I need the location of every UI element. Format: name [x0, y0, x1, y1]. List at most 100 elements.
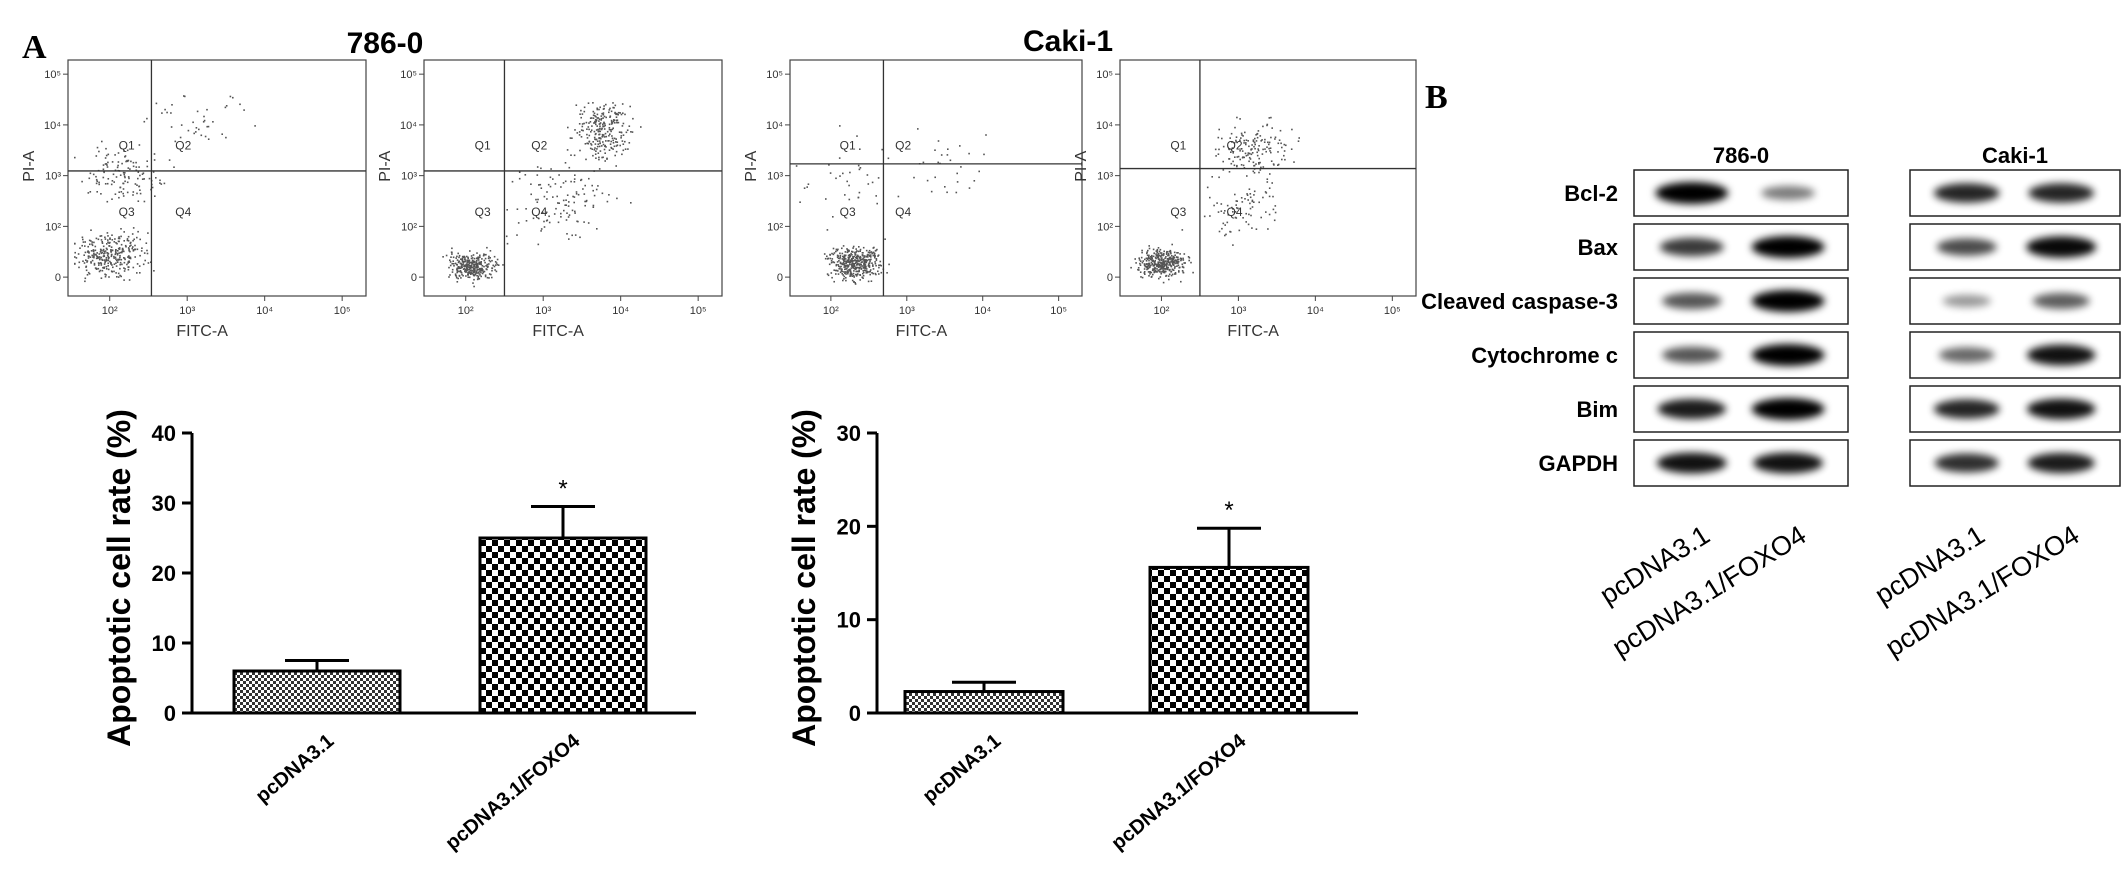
quadrant-label-q3: Q3 — [475, 205, 491, 219]
blot-band — [1933, 399, 2000, 419]
y-tick-label: 20 — [837, 514, 861, 539]
flow-x-axis-label: FITC-A — [532, 323, 584, 340]
x-tick-label: 10⁵ — [690, 305, 707, 317]
blot-band — [1942, 294, 1991, 308]
x-tick-label: 10⁴ — [612, 305, 629, 317]
blot-title: Caki-1 — [1982, 143, 2048, 168]
quadrant-label-q2: Q2 — [531, 139, 547, 153]
blot-band — [1936, 238, 1997, 256]
quadrant-label-q4: Q4 — [895, 205, 911, 219]
flow-y-axis-label: PI-A — [743, 150, 760, 181]
x-tick-label: 10² — [1153, 305, 1169, 317]
flow-x-axis-label: FITC-A — [896, 323, 948, 340]
y-tick-label: 10³ — [45, 171, 61, 183]
blot-band — [1753, 452, 1824, 474]
y-tick-label: 0 — [1107, 272, 1113, 284]
blot-band — [2026, 344, 2096, 366]
y-tick-label: 0 — [849, 701, 861, 726]
quadrant-label-q1: Q1 — [840, 139, 856, 153]
blot-band — [1657, 398, 1726, 420]
flow-plot-1: Q1 Q2 Q3 Q4 10² 10³ 10⁴ 10⁵ 10⁵ 10⁴ 10³ 10² 0 FITC-A P… — [21, 59, 367, 340]
quadrant-label-q2: Q2 — [1227, 139, 1243, 153]
y-tick-label: 10⁵ — [1096, 69, 1113, 81]
x-tick-label: 10⁴ — [1307, 305, 1324, 317]
blot-band — [1938, 347, 1995, 363]
quadrant-label-q4: Q4 — [531, 205, 547, 219]
category-label-2: pcDNA3.1/FOXO4 — [1108, 729, 1251, 854]
blot-band — [2026, 236, 2097, 258]
y-tick-label: 10 — [152, 631, 176, 656]
x-tick-label: 10³ — [535, 305, 551, 317]
quadrant-label-q4: Q4 — [175, 205, 191, 219]
y-tick-label: 10 — [837, 608, 861, 633]
y-tick-label: 10⁵ — [766, 69, 783, 81]
blot-band — [1656, 452, 1727, 474]
y-tick-label: 0 — [55, 272, 61, 284]
flow-title-caki-1: Caki-1 — [1023, 25, 1113, 58]
significance-marker: * — [1224, 497, 1233, 524]
bar-1 — [232, 669, 402, 715]
flow-plot-frame — [1119, 59, 1417, 297]
blot-band — [1751, 290, 1825, 312]
flow-dots — [442, 102, 642, 288]
x-tick-label: 10³ — [899, 305, 915, 317]
x-tick-label: 10² — [823, 305, 839, 317]
quadrant-label-q3: Q3 — [840, 205, 856, 219]
flow-x-axis-label: FITC-A — [176, 323, 228, 340]
y-tick-label: 0 — [777, 272, 783, 284]
y-tick-label: 40 — [152, 421, 176, 446]
quadrant-label-q3: Q3 — [119, 205, 135, 219]
protein-label-4: Cytochrome c — [1471, 343, 1618, 368]
x-tick-label: 10³ — [179, 305, 195, 317]
blot-title: 786-0 — [1713, 143, 1769, 168]
bar-1 — [903, 690, 1065, 715]
blot-band — [1661, 346, 1722, 364]
quadrant-label-q2: Q2 — [895, 139, 911, 153]
y-tick-label: 10⁴ — [44, 120, 61, 132]
flow-y-axis-label: PI-A — [21, 150, 38, 181]
quadrant-label-q1: Q1 — [1170, 139, 1186, 153]
y-tick-label: 10³ — [1097, 171, 1113, 183]
protein-label-1: Bcl-2 — [1564, 181, 1618, 206]
protein-label-3: Cleaved caspase-3 — [1421, 289, 1618, 314]
protein-label-2: Bax — [1578, 235, 1619, 260]
blot-band — [1761, 185, 1816, 201]
blot-band — [2026, 398, 2096, 420]
y-tick-label: 10⁵ — [44, 69, 61, 81]
quadrant-label-q1: Q1 — [475, 139, 491, 153]
y-tick-label: 20 — [152, 561, 176, 586]
flow-dots — [795, 125, 987, 285]
y-tick-label: 10³ — [767, 171, 783, 183]
x-tick-label: 10⁴ — [974, 305, 991, 317]
bar-2 — [1148, 565, 1310, 715]
y-tick-label: 10² — [767, 221, 783, 233]
flow-title-786-0: 786-0 — [347, 27, 424, 60]
blot-band — [2032, 293, 2090, 309]
bar-2 — [478, 536, 648, 715]
y-tick-label: 0 — [164, 701, 176, 726]
y-tick-label: 10⁴ — [766, 120, 783, 132]
bar-y-axis-label: Apoptotic cell rate (%) — [786, 409, 822, 747]
x-tick-label: 10⁵ — [1050, 305, 1067, 317]
western-blot: Bcl-2 Bax Cleaved caspase-3 Cytochrome c Bim… — [1421, 143, 2121, 663]
quadrant-label-q4: Q4 — [1227, 205, 1243, 219]
flow-plot-4: Q1 Q2 Q3 Q4 10² 10³ 10⁴ 10⁵ 10⁵ 10⁴ 10³ 10² 0 FITC-A P… — [1073, 59, 1417, 340]
bar-chart-2: 0 10 20 30 Apoptotic cell rate (%) pcDNA3.1 * p… — [786, 409, 1358, 855]
blot-band — [1751, 344, 1825, 366]
protein-label-5: Bim — [1576, 397, 1618, 422]
y-tick-label: 10² — [45, 221, 61, 233]
y-tick-label: 10⁴ — [400, 120, 417, 132]
blot-band — [2027, 452, 2095, 474]
bar-chart-1: 0 10 20 30 40 Apoptotic cell rate (%) pcDNA3.1… — [101, 409, 696, 855]
quadrant-label-q1: Q1 — [119, 139, 135, 153]
blot-band — [1655, 182, 1729, 204]
blot-band — [1661, 292, 1722, 310]
y-tick-label: 30 — [152, 491, 176, 516]
category-label-1: pcDNA3.1 — [252, 730, 339, 808]
blot-band — [1751, 236, 1825, 258]
x-tick-label: 10⁴ — [256, 305, 273, 317]
flow-plot-3: Q1 Q2 Q3 Q4 10² 10³ 10⁴ 10⁵ 10⁵ 10⁴ 10³ 10² 0 FITC-A P… — [743, 59, 1083, 340]
flow-dots — [74, 95, 256, 283]
blot-band — [1751, 398, 1825, 420]
